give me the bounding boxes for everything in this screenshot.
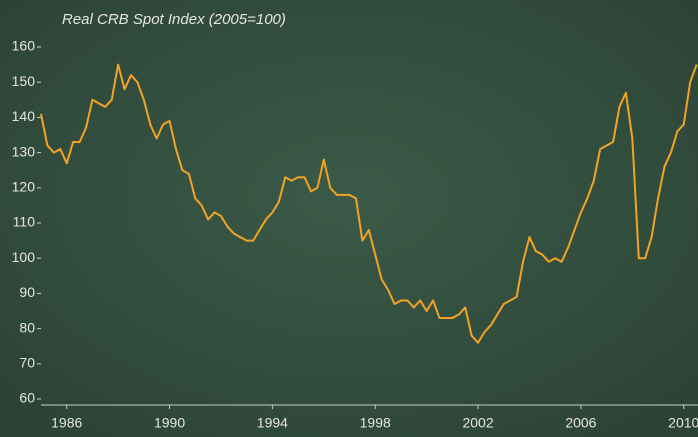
x-tick-label: 2006: [565, 415, 596, 431]
x-tick-label: 1986: [51, 415, 82, 431]
x-tick-label: 1998: [360, 415, 391, 431]
chart-title: Real CRB Spot Index (2005=100): [62, 11, 286, 28]
y-tick-label: 80: [19, 319, 35, 335]
data-line: [40, 63, 698, 344]
x-tick-label: 2002: [462, 415, 493, 431]
y-tick-label: 70: [19, 355, 35, 371]
y-tick-label: 120: [12, 179, 36, 195]
y-tick-label: 140: [12, 108, 36, 124]
y-tick-label: 150: [12, 73, 36, 89]
y-tick-label: 60: [19, 390, 35, 406]
x-tick-label: 1994: [257, 415, 288, 431]
x-tick-label: 2010: [668, 415, 698, 431]
x-tick-label: 1990: [154, 415, 185, 431]
y-tick-label: 160: [12, 38, 36, 54]
y-tick-label: 90: [19, 284, 35, 300]
y-tick-label: 130: [12, 143, 36, 159]
y-tick-label: 100: [12, 249, 36, 265]
y-tick-label: 110: [13, 214, 36, 230]
